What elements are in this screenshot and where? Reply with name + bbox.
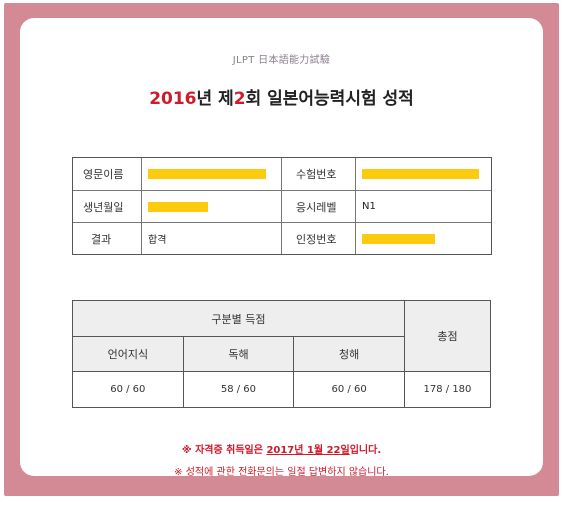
name-label: 영문이름	[73, 158, 142, 190]
section-score: 60 / 60	[293, 370, 405, 409]
section-label: 언어지식	[72, 336, 184, 372]
inquiry-note: ※ 성적에 관한 전화문의는 일절 답변하지 않습니다.	[174, 467, 389, 478]
section-header-row: 언어지식 독해 청해	[72, 336, 491, 372]
info-row-name: 영문이름 수험번호	[73, 158, 491, 191]
info-row-birth: 생년월일 응시레벨 N1	[73, 191, 491, 223]
cert-no-value	[356, 223, 491, 254]
section-score: 60 / 60	[72, 370, 184, 409]
group-header: 구분별 득점	[72, 299, 405, 338]
level-label: 응시레벨	[282, 191, 356, 222]
title-year: 2016	[149, 89, 197, 109]
note1-suffix: 입니다.	[349, 445, 382, 456]
birth-redaction	[148, 201, 208, 212]
section-label: 독해	[182, 336, 295, 372]
score-value-row: 60 / 60 58 / 60 60 / 60 178 / 180	[72, 370, 492, 409]
score-header-row: 구분별 득점 총점	[72, 299, 492, 372]
certificate-date: 2017년 1월 22일	[266, 445, 350, 456]
name-redaction	[148, 169, 266, 179]
title-num: 2	[233, 89, 246, 109]
exam-no-redaction	[362, 169, 479, 179]
info-row-result: 결과 합격 인정번호	[73, 223, 491, 254]
name-value	[142, 158, 282, 190]
exam-no-value	[356, 158, 491, 190]
score-table: 구분별 득점 총점 언어지식 독해 청해 60 / 60 58 / 60 60 …	[72, 299, 492, 409]
birth-value	[142, 191, 282, 222]
result-value: 합격	[142, 223, 282, 254]
page-title: 2016년 제2회 일본어능력시험 성적	[20, 84, 543, 109]
birth-label: 생년월일	[73, 191, 142, 222]
exam-subtitle: JLPT 日本語能力試驗	[232, 55, 331, 66]
info-table: 영문이름 수험번호 생년월일 응시레벨 N1 결과 합격 인정번호	[72, 157, 492, 255]
cert-no-redaction	[362, 233, 435, 244]
section-label: 청해	[293, 336, 405, 372]
section-score: 58 / 60	[182, 370, 295, 409]
total-header: 총점	[403, 300, 492, 372]
level-value: N1	[362, 201, 376, 212]
note1-prefix: ※ 자격증 취득일은	[181, 445, 267, 456]
certificate-date-note: ※ 자격증 취득일은 2017년 1월 22일입니다.	[20, 441, 543, 456]
total-score: 178 / 180	[403, 370, 492, 409]
title-part1: 년 제	[196, 89, 234, 109]
exam-no-label: 수험번호	[282, 158, 356, 190]
score-card: JLPT 日本語能力試驗 2016년 제2회 일본어능력시험 성적 영문이름 수…	[20, 18, 543, 478]
title-part2: 회 일본어능력시험 성적	[245, 89, 414, 109]
cert-no-label: 인정번호	[282, 223, 356, 254]
result-label: 결과	[73, 223, 142, 254]
